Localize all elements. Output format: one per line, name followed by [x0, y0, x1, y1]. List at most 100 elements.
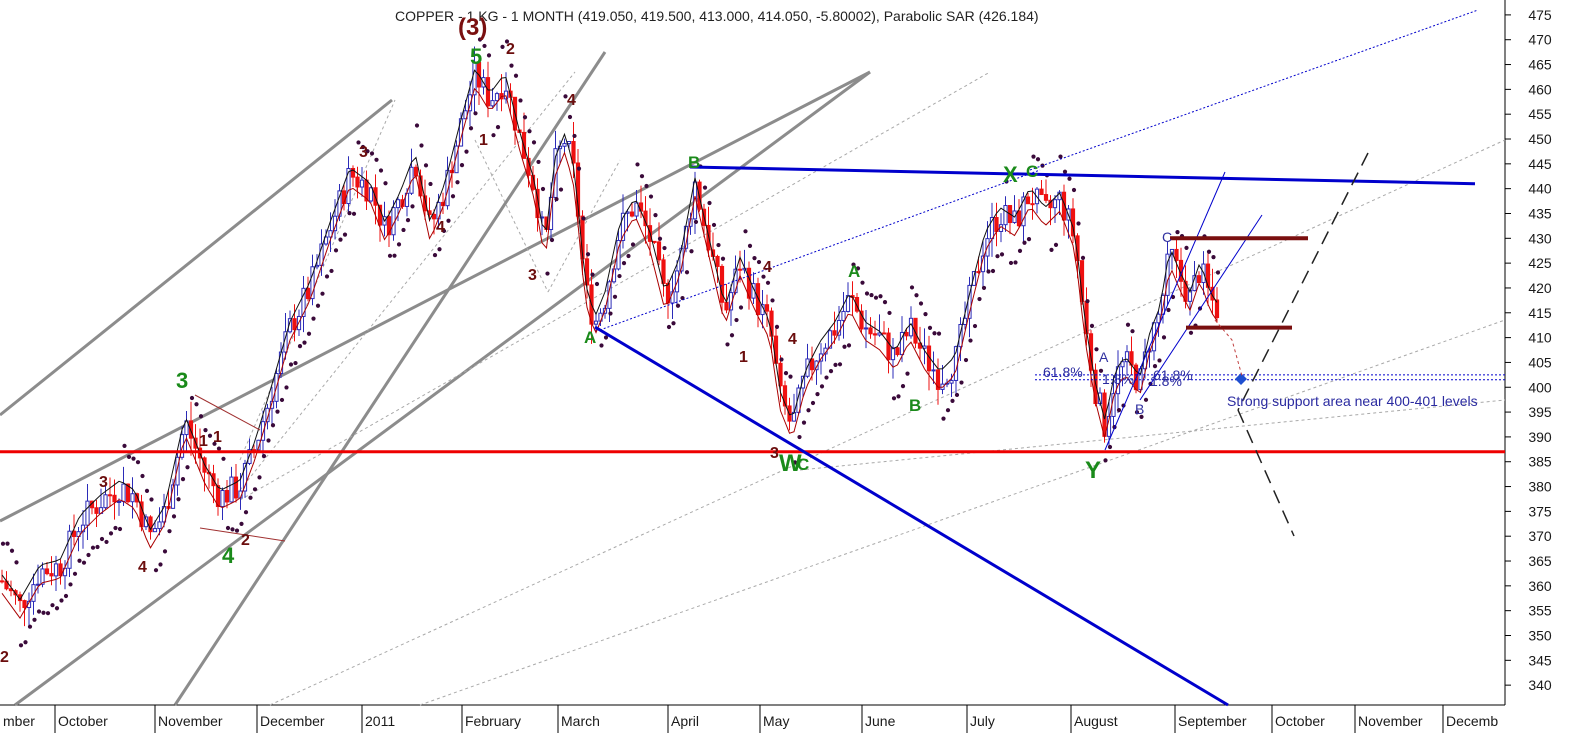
sar-dot — [914, 293, 919, 298]
wave-label: 1 — [479, 132, 488, 149]
sar-dot — [1139, 414, 1144, 419]
fan-line — [799, 399, 1506, 471]
sar-dot — [1175, 230, 1180, 235]
sar-dot — [77, 558, 82, 563]
y-axis-ticks: 340 345 350 355 360 365 370 375 380 385 390 395 400 4… — [1505, 7, 1552, 693]
sar-dot — [428, 181, 433, 187]
sar-dot — [1067, 176, 1072, 181]
sar-dot — [144, 488, 150, 493]
sar-dot — [702, 185, 708, 190]
wave-label: 3 — [359, 144, 368, 161]
candle-body — [377, 204, 383, 226]
candle-body — [796, 387, 801, 413]
candle-body — [31, 584, 36, 602]
sar-dot — [927, 325, 933, 330]
sar-dot — [419, 143, 424, 148]
sar-dot — [540, 186, 546, 192]
sar-dot — [567, 114, 573, 120]
sar-dot — [63, 593, 69, 599]
sar-dot — [221, 456, 226, 461]
trend-overlays — [0, 9, 1505, 707]
candle-body — [868, 327, 873, 335]
x-tick-label: December — [260, 713, 325, 729]
sar-dot — [279, 397, 285, 403]
sar-dot — [824, 375, 829, 380]
sar-dot — [239, 521, 244, 527]
sar-dot — [441, 228, 447, 234]
candle-body — [58, 563, 63, 577]
fib-label-mid: 1.8% — [1102, 371, 1134, 387]
wave-label: 4 — [436, 219, 445, 236]
x-tick-label: October — [1275, 713, 1325, 729]
wave-label: Y — [1085, 457, 1101, 484]
sar-dot — [941, 416, 946, 421]
sar-dot — [518, 98, 523, 103]
y-tick-label: 395 — [1528, 404, 1552, 420]
sar-dot — [594, 281, 600, 287]
wave-label: 3 — [770, 445, 779, 462]
candle-body — [1210, 286, 1215, 301]
sar-dot — [396, 242, 402, 247]
sar-dot — [909, 285, 915, 290]
sar-dot — [797, 434, 802, 440]
sar-dot — [905, 371, 910, 376]
sar-dot — [536, 159, 541, 165]
sar-dot — [446, 218, 451, 223]
sar-dot — [995, 254, 1000, 259]
candle-body — [827, 330, 833, 349]
candle-body — [157, 521, 162, 530]
candle-body — [94, 507, 99, 514]
sar-dot — [653, 213, 658, 218]
sar-dot — [608, 311, 613, 316]
x-tick-label: February — [465, 713, 521, 729]
candle-body — [49, 573, 54, 577]
sar-dot — [18, 643, 24, 648]
candle-body — [256, 439, 261, 451]
y-tick-label: 380 — [1528, 479, 1552, 495]
candle-body — [724, 301, 729, 311]
candle-body — [1165, 253, 1170, 296]
sar-dot — [347, 211, 352, 216]
fan-line — [474, 139, 549, 293]
candle-body — [913, 317, 918, 344]
wave-label: 3 — [176, 368, 188, 393]
y-tick-label: 350 — [1528, 627, 1552, 643]
candle-body — [71, 530, 77, 538]
sar-dot — [1152, 363, 1158, 369]
sar-dot — [810, 400, 816, 406]
y-tick-label: 450 — [1528, 131, 1552, 147]
candle-body — [116, 500, 122, 503]
wave-label: A — [848, 262, 860, 281]
candle-body — [265, 407, 270, 423]
sar-dot — [423, 163, 429, 168]
sar-dot — [1062, 169, 1068, 174]
sar-dot — [761, 274, 766, 279]
sar-dot — [81, 560, 87, 565]
candle-body — [301, 287, 306, 317]
wave-label: C — [1026, 162, 1038, 181]
sar-dot — [293, 360, 298, 366]
wave-label: 1 — [199, 433, 208, 450]
sar-dot — [1004, 179, 1009, 184]
sar-dot — [455, 180, 460, 185]
sar-dot — [1031, 154, 1036, 159]
sar-dot — [779, 357, 784, 362]
candle-body — [773, 335, 779, 364]
moving-average-fast — [1, 69, 1218, 601]
candle-body — [841, 310, 846, 321]
sar-dot — [113, 525, 118, 531]
sar-dot — [437, 247, 442, 252]
candle-body — [35, 583, 41, 586]
small-label: A — [1099, 349, 1109, 365]
candle-body — [305, 287, 311, 300]
wave-labels-green: (3) 5 3 4 A B W C A B X C Y — [176, 14, 1101, 568]
sar-dot — [837, 362, 843, 367]
x-tick-label: July — [970, 713, 995, 729]
sar-dot — [819, 384, 825, 389]
sar-dot — [1035, 157, 1041, 162]
sar-dot — [923, 311, 928, 317]
candle-body — [40, 568, 45, 585]
sar-dot — [468, 126, 474, 131]
x-tick-label: Decemb — [1446, 713, 1498, 729]
sar-dot — [1103, 458, 1108, 463]
